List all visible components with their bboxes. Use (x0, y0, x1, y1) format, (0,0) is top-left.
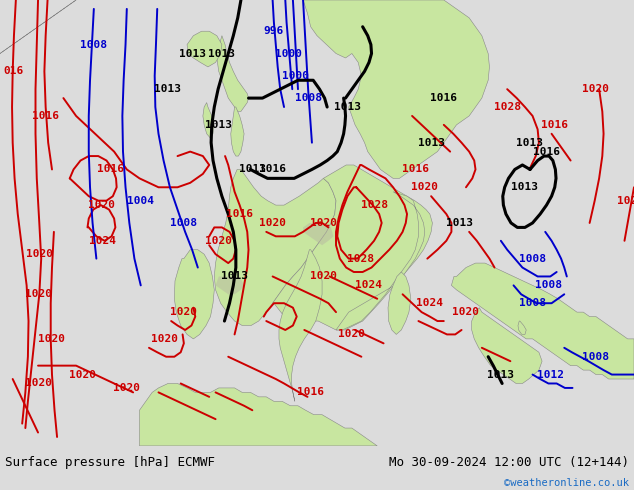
Text: 1024: 1024 (89, 236, 116, 246)
Polygon shape (388, 272, 411, 334)
Polygon shape (216, 276, 244, 294)
Text: 1013: 1013 (154, 84, 181, 94)
Text: 1028: 1028 (494, 102, 521, 112)
Text: 1013: 1013 (488, 369, 514, 380)
Text: 1016: 1016 (226, 209, 253, 219)
Text: 1008: 1008 (81, 40, 107, 49)
Text: 1013: 1013 (205, 120, 231, 130)
Text: 1020: 1020 (113, 383, 140, 393)
Text: 1020: 1020 (310, 271, 337, 281)
Text: 1016: 1016 (259, 165, 286, 174)
Text: 1020: 1020 (88, 200, 115, 210)
Polygon shape (303, 0, 489, 178)
Polygon shape (203, 102, 214, 138)
Text: 1016: 1016 (430, 93, 457, 103)
Polygon shape (451, 263, 634, 379)
Text: 1024: 1024 (417, 298, 443, 308)
Text: 1024: 1024 (618, 196, 634, 206)
Polygon shape (174, 250, 214, 339)
Polygon shape (217, 36, 249, 112)
Text: 1020: 1020 (26, 249, 53, 259)
Text: 1016: 1016 (541, 120, 568, 130)
Text: 1016: 1016 (533, 147, 560, 157)
Text: 1008: 1008 (295, 93, 321, 103)
Text: 1013: 1013 (516, 138, 543, 147)
Text: 1016: 1016 (402, 165, 429, 174)
Text: Surface pressure [hPa] ECMWF: Surface pressure [hPa] ECMWF (5, 456, 215, 469)
Text: 1016: 1016 (98, 165, 124, 174)
Text: 1020: 1020 (171, 307, 197, 317)
Text: 1013: 1013 (239, 165, 266, 174)
Text: 1008: 1008 (519, 254, 546, 264)
Polygon shape (0, 0, 76, 53)
Text: 1012: 1012 (537, 369, 564, 380)
Text: 1008: 1008 (171, 218, 197, 228)
Text: 1013: 1013 (209, 49, 235, 58)
Text: 1013: 1013 (179, 49, 206, 58)
Polygon shape (139, 384, 377, 446)
Text: 1016: 1016 (297, 388, 324, 397)
Polygon shape (273, 165, 432, 330)
Text: 1016: 1016 (32, 111, 59, 121)
Text: 1028: 1028 (347, 254, 373, 264)
Text: 1020: 1020 (452, 307, 479, 317)
Text: 1020: 1020 (25, 378, 51, 389)
Text: 1013: 1013 (221, 271, 248, 281)
Polygon shape (518, 321, 526, 334)
Text: 1008: 1008 (519, 298, 546, 308)
Text: 1008: 1008 (583, 352, 609, 362)
Text: 1013: 1013 (334, 102, 361, 112)
Text: 1013: 1013 (418, 138, 444, 147)
Text: 1024: 1024 (356, 280, 382, 291)
Polygon shape (214, 170, 336, 325)
Polygon shape (303, 223, 333, 245)
Text: 1020: 1020 (583, 84, 609, 94)
Text: 1020: 1020 (339, 329, 365, 340)
Text: 1020: 1020 (39, 334, 65, 344)
Text: 1004: 1004 (127, 196, 154, 206)
Polygon shape (336, 192, 425, 330)
Polygon shape (231, 107, 244, 156)
Text: 1020: 1020 (152, 334, 178, 344)
Text: Mo 30-09-2024 12:00 UTC (12+144): Mo 30-09-2024 12:00 UTC (12+144) (389, 456, 629, 469)
Text: 1028: 1028 (361, 200, 387, 210)
Text: 996: 996 (264, 26, 284, 36)
Text: 1000: 1000 (282, 71, 309, 81)
Text: 1020: 1020 (259, 218, 286, 228)
Polygon shape (472, 308, 542, 384)
Text: 1020: 1020 (411, 182, 438, 192)
Text: 1020: 1020 (69, 369, 96, 380)
Text: 016: 016 (4, 66, 24, 76)
Text: 1020: 1020 (310, 218, 337, 228)
Text: 1013: 1013 (512, 182, 538, 192)
Text: 1000: 1000 (275, 49, 302, 58)
Text: ©weatheronline.co.uk: ©weatheronline.co.uk (504, 478, 629, 488)
Text: 1008: 1008 (535, 280, 562, 291)
Polygon shape (187, 31, 222, 67)
Text: 1013: 1013 (446, 218, 472, 228)
Text: 1020: 1020 (25, 289, 51, 299)
Polygon shape (279, 250, 322, 401)
Text: 1020: 1020 (205, 236, 232, 246)
